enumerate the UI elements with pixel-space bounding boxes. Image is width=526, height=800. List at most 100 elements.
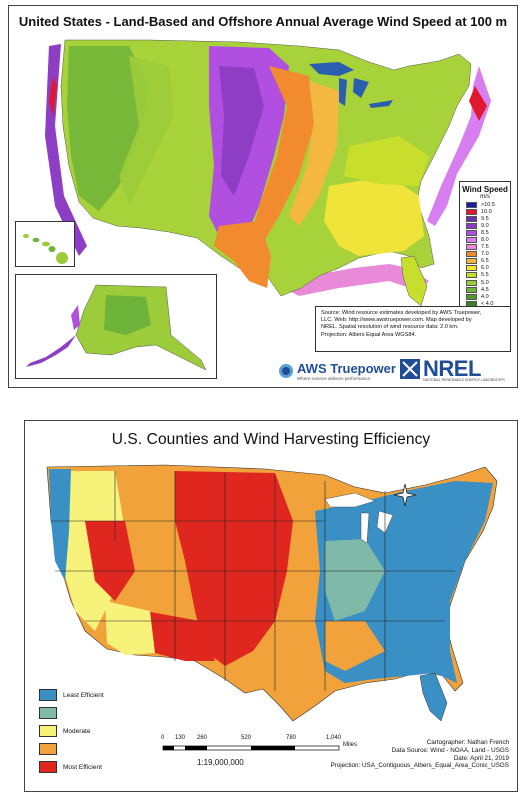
scale-tick: 130 [175, 735, 186, 741]
legend-label: 7.5 [481, 244, 489, 251]
legend-item [39, 707, 63, 719]
legend-label: >10.5 [481, 201, 495, 208]
legend-swatch [39, 707, 57, 719]
legend-label: Moderate [63, 727, 91, 735]
legend-row: 4.0 [466, 293, 510, 300]
wind-speed-map-graphic [45, 39, 491, 307]
midwest-belt [289, 81, 339, 226]
nrel-emblem-icon [400, 359, 420, 379]
wind-efficiency-map-graphic [46, 464, 498, 722]
aws-burst-icon [279, 364, 293, 378]
source-note: Source: Wind resource estimates develope… [315, 306, 511, 352]
scale-bar: 0 130 260 520 780 1,040 Miles 1:19,000,0… [161, 735, 361, 775]
atlantic-offshore-peak [469, 86, 487, 121]
lake-michigan [339, 78, 347, 106]
legend-swatch [466, 244, 477, 251]
aleutian-islands [26, 335, 76, 367]
legend-row: 10.0 [466, 208, 510, 215]
credit-line: Cartographer: Nathan French [426, 739, 509, 746]
legend-label: Least Efficient [63, 691, 104, 699]
legend-rows: >10.5 10.0 9.5 9.0 8.5 8.0 7.5 7.0 6.5 6.0 5.5 5.0 4… [460, 201, 510, 307]
legend-swatch [466, 201, 477, 208]
aws-logo-text: AWS Truepower [297, 361, 396, 376]
legend-unit: m/s [480, 194, 490, 200]
scale-tick: 520 [241, 735, 252, 741]
hawaii-island-kauai [23, 234, 29, 238]
legend-row: 5.5 [466, 272, 510, 279]
legend-swatch [466, 237, 477, 244]
legend-swatch [466, 251, 477, 258]
gulf-offshore-band [269, 264, 429, 296]
legend-label: Most Efficient [63, 763, 102, 771]
legend-swatch [39, 725, 57, 737]
legend-row: 7.5 [466, 244, 510, 251]
legend-label: 10.0 [481, 208, 492, 215]
legend-swatch [39, 743, 57, 755]
hawaii-island-oahu [32, 237, 40, 243]
alaska-inset [15, 274, 217, 379]
legend-swatch [466, 208, 477, 215]
legend-row: 8.0 [466, 236, 510, 244]
plains-east-belt [249, 66, 314, 241]
credit-line: Date: April 21, 2019 [453, 754, 509, 762]
pacific-northwest-low [49, 469, 71, 581]
credit-line: Projection: USA_Contiguous_Albers_Equal_… [330, 762, 509, 770]
southwest-moderate [105, 601, 155, 655]
legend-label: 4.5 [481, 286, 489, 293]
source-line: NREL. Spatial resolution of wind resourc… [321, 324, 459, 331]
wind-speed-map-panel: United States - Land-Based and Offshore … [8, 5, 518, 388]
hawaii-island-molokai [42, 241, 50, 247]
aws-logo-tagline: Where science delivers performance. [297, 376, 372, 381]
scale-tick: 260 [197, 735, 208, 741]
source-line: LLC. Web: http://www.awstruepower.com. M… [321, 317, 472, 324]
lake-superior [309, 62, 354, 76]
legend-swatch [466, 265, 477, 272]
compass-rose-icon [393, 483, 417, 507]
legend-swatch [466, 229, 477, 236]
great-basin-high [85, 521, 135, 601]
scale-tick: 780 [286, 735, 297, 741]
southern-orange-patch [325, 621, 385, 671]
aws-truepower-logo: AWS Truepower Where science delivers per… [277, 358, 397, 386]
lake-erie [369, 100, 393, 108]
source-line: Source: Wind resource estimates develope… [321, 310, 482, 316]
source-line: Projection: Albers Equal Area WGS84. [321, 331, 417, 338]
legend-label: < 4.0 [481, 300, 494, 307]
map-credits: Cartographer: Nathan French Data Source:… [330, 739, 509, 770]
legend-label: 5.0 [481, 279, 489, 286]
pacific-offshore-peak [49, 76, 57, 116]
credit-line: Data Source: Wind - NOAA, Land - USGS [391, 746, 509, 754]
scale-tick: 0 [161, 735, 165, 741]
legend-label: 7.0 [481, 251, 489, 258]
western-terrain [67, 46, 149, 211]
legend-swatch [466, 222, 477, 229]
legend-label: 4.0 [481, 293, 489, 300]
legend-label: 9.0 [481, 222, 489, 229]
legend-item: Moderate [39, 725, 90, 737]
florida [419, 672, 448, 722]
legend-row: 6.0 [466, 265, 510, 272]
nrel-logo-subtitle: NATIONAL RENEWABLE ENERGY LABORATORY [423, 378, 506, 382]
hawaii-island-maui [48, 246, 56, 252]
lake-huron [353, 78, 369, 98]
legend-label: 9.5 [481, 215, 489, 222]
legend-swatch [466, 293, 477, 300]
appalachian-region [344, 136, 429, 186]
legend-label: 5.5 [481, 272, 489, 279]
texas-region [214, 221, 271, 288]
legend-title: Wind Speed [462, 185, 508, 194]
legend-label: 8.5 [481, 229, 489, 236]
lake-michigan [360, 512, 370, 544]
legend-item: Least Efficient [39, 689, 104, 701]
lake-superior [324, 492, 376, 508]
wind-efficiency-map-panel: U.S. Counties and Wind Harvesting Effici… [24, 420, 518, 792]
nrel-logo: NREL NATIONAL RENEWABLE ENERGY LABORATOR… [399, 356, 514, 386]
legend-swatch [39, 689, 57, 701]
legend-swatch [466, 215, 477, 222]
legend-item [39, 743, 63, 755]
nrel-logo-text: NREL [423, 356, 481, 381]
legend-swatch [466, 286, 477, 293]
legend-label: 6.0 [481, 265, 489, 272]
legend-row: 9.0 [466, 222, 510, 229]
wind-speed-map-title: United States - Land-Based and Offshore … [18, 14, 508, 29]
